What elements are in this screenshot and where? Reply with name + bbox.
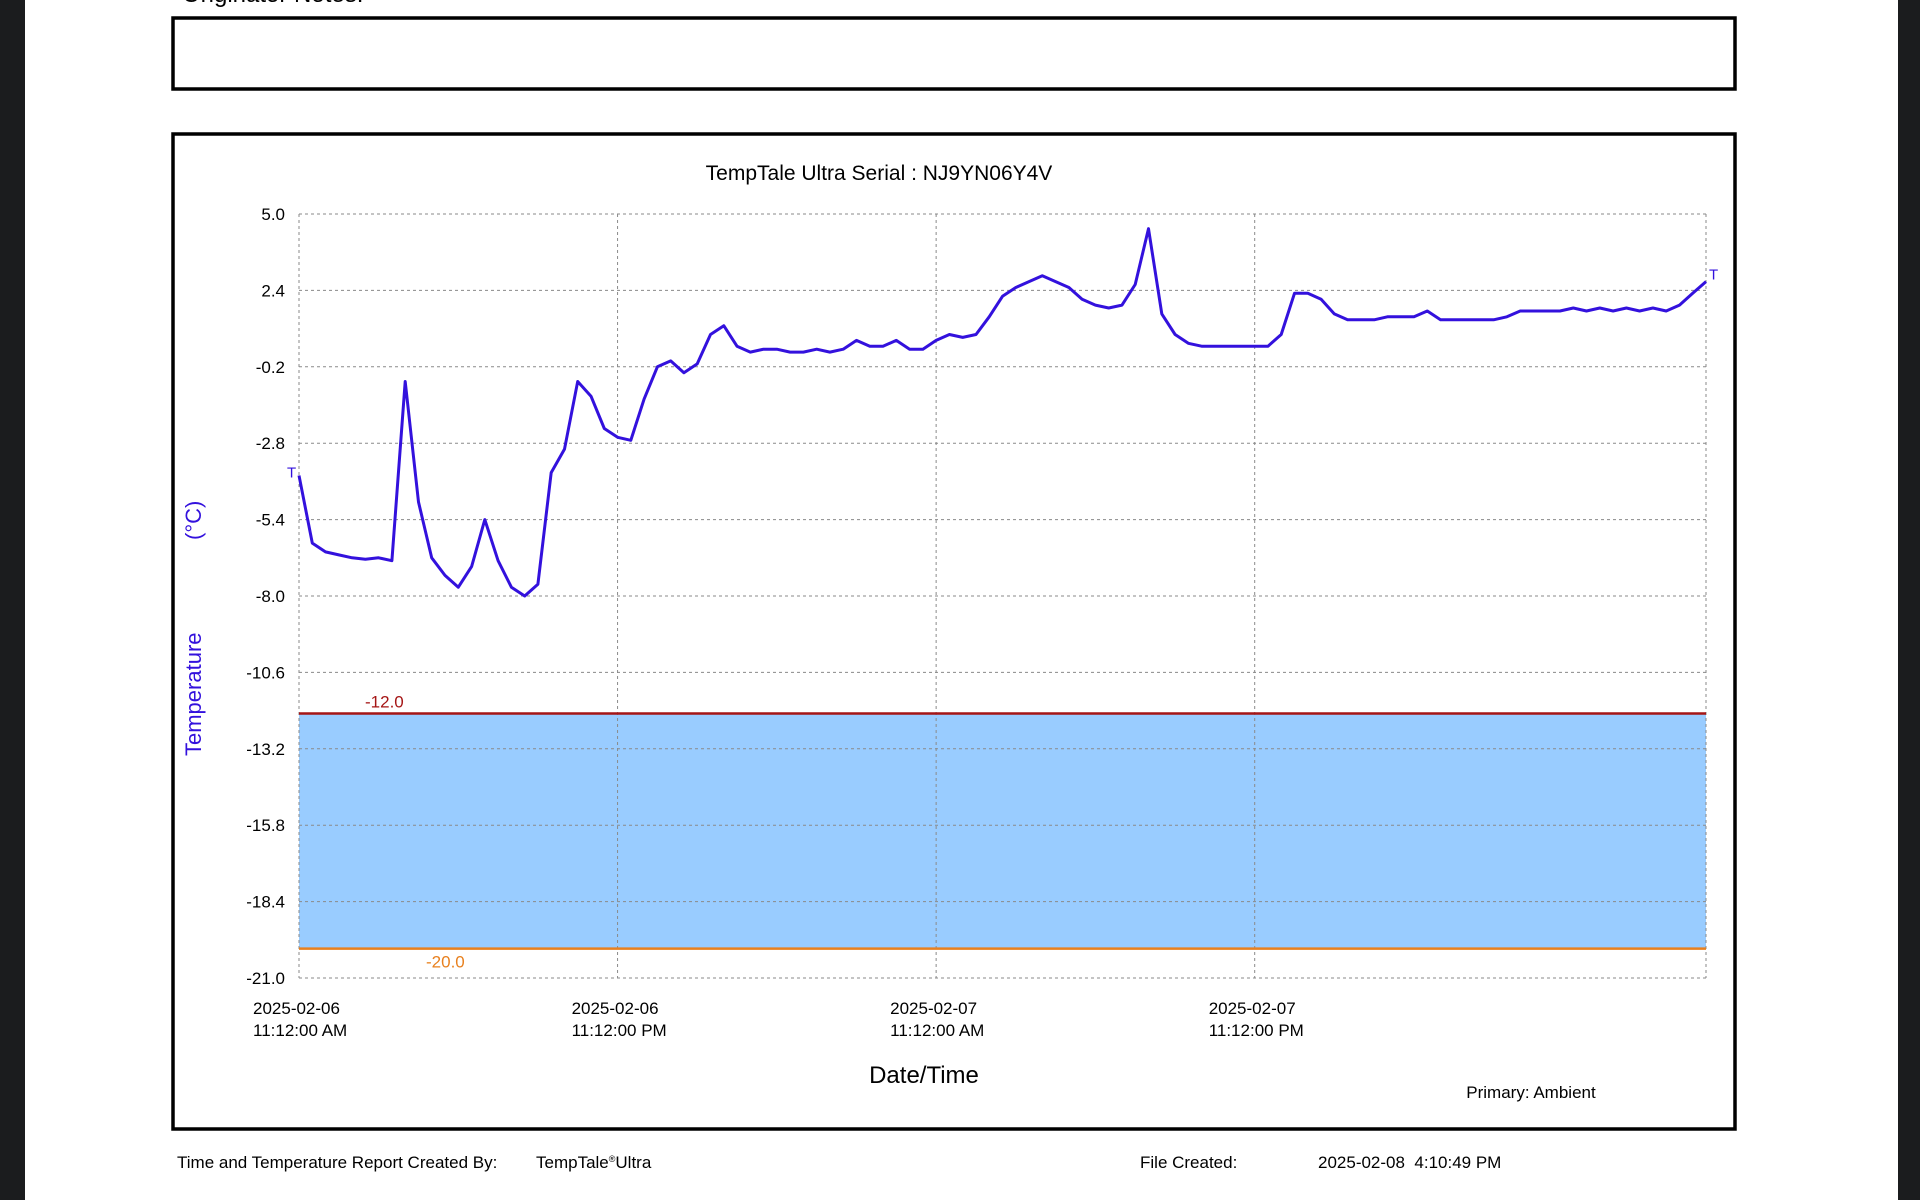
x-tick-label: 2025-02-07 11:12:00 PM <box>1209 999 1304 1040</box>
y-axis-title: Temperature <box>181 632 206 756</box>
annotation: Primary: Ambient <box>1466 1083 1596 1102</box>
y-tick-label: 2.4 <box>261 281 285 300</box>
y-tick-label: -21.0 <box>246 969 285 988</box>
product-suffix: Ultra <box>615 1153 651 1172</box>
footer-file-created: 2025-02-08 4:10:49 PM <box>1318 1153 1501 1172</box>
y-tick-label: -0.2 <box>256 358 285 377</box>
y-tick-label: -8.0 <box>256 587 285 606</box>
temperature-line <box>297 227 1707 598</box>
y-axis-unit: (°C) <box>181 501 206 540</box>
product-name: TempTale <box>536 1153 609 1172</box>
y-tick-label: -13.2 <box>246 740 285 759</box>
footer-created-by-label: Time and Temperature Report Created By: <box>177 1153 497 1172</box>
y-tick-label: -10.6 <box>246 663 285 682</box>
registered-mark: ® <box>609 1154 616 1164</box>
y-tick-label: -18.4 <box>246 893 285 912</box>
end-marker: T <box>1709 267 1718 284</box>
notes-label: Originator Notes: <box>182 0 363 8</box>
y-tick-label: 5.0 <box>261 205 285 224</box>
chart-title: TempTale Ultra Serial : NJ9YN06Y4V <box>706 162 1053 185</box>
page-sheet <box>25 0 1898 1200</box>
limit-label: -12.0 <box>365 693 404 712</box>
x-tick-label: 2025-02-06 11:12:00 PM <box>572 999 667 1040</box>
x-axis-title: Date/Time <box>869 1062 979 1089</box>
chart-frame <box>171 132 1737 1131</box>
x-tick-label: 2025-02-07 11:12:00 AM <box>890 999 984 1040</box>
limit-band <box>299 713 1706 949</box>
footer-file-created-label: File Created: <box>1140 1153 1237 1172</box>
notes-box <box>171 16 1737 91</box>
start-marker: T <box>287 465 296 482</box>
limit-label: -20.0 <box>426 953 465 972</box>
y-tick-label: -15.8 <box>246 816 285 835</box>
y-tick-label: -5.4 <box>256 511 285 530</box>
y-tick-label: -2.8 <box>256 434 285 453</box>
footer-created-by: TempTale®Ultra <box>536 1153 652 1172</box>
x-tick-label: 2025-02-06 11:12:00 AM <box>253 999 347 1040</box>
